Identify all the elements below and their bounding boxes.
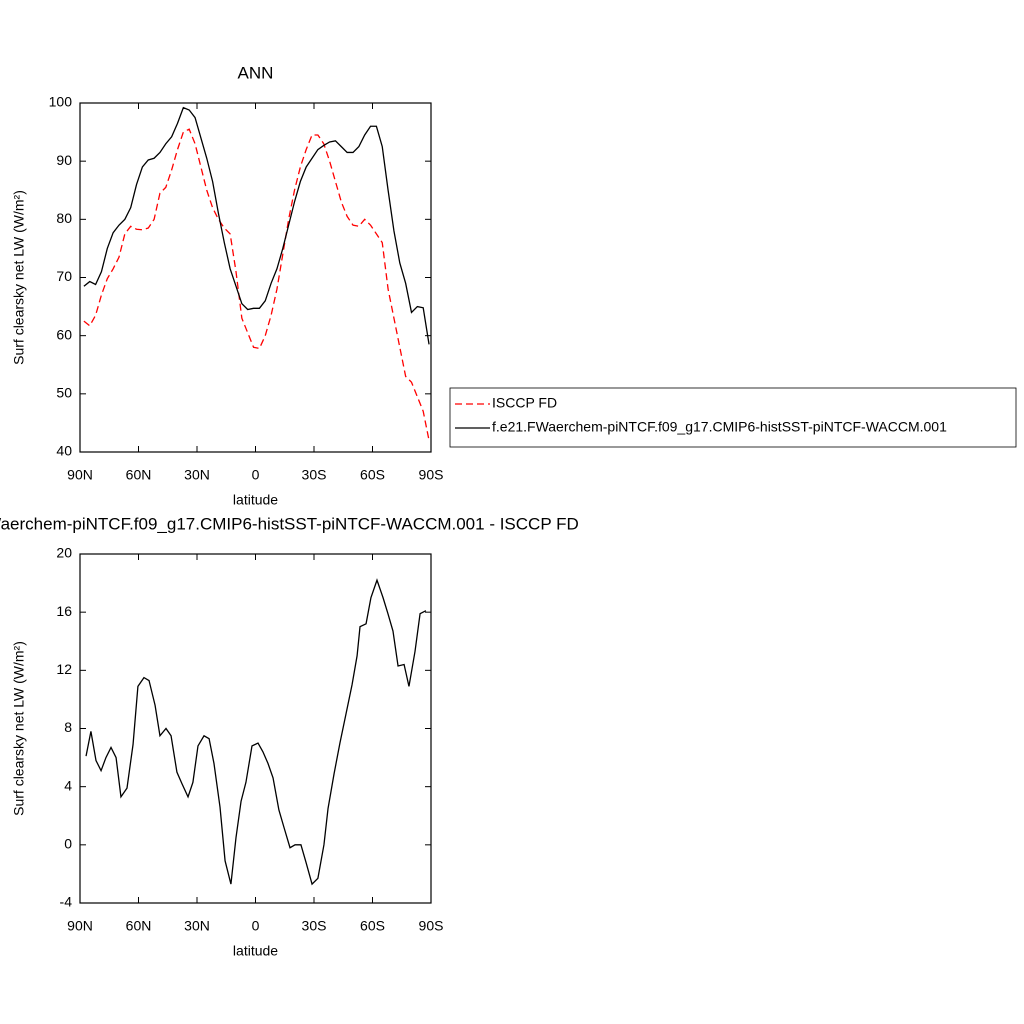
x-tick-label: 60N	[126, 467, 152, 483]
x-tick-label: 30N	[184, 918, 210, 934]
data-line	[83, 128, 430, 441]
data-line	[85, 578, 427, 886]
y-axis-label: Surf clearsky net LW (W/m²)	[11, 641, 27, 816]
data-line	[83, 106, 430, 345]
x-tick-label: 90S	[419, 467, 444, 483]
y-tick-label: 8	[64, 719, 72, 735]
y-tick-label: 40	[56, 443, 72, 459]
y-tick-label: 12	[56, 661, 72, 677]
legend-label: f.e21.FWaerchem-piNTCF.f09_g17.CMIP6-his…	[492, 419, 947, 435]
x-tick-label: 0	[252, 918, 260, 934]
x-tick-label: 30N	[184, 467, 210, 483]
x-tick-label: 90S	[419, 918, 444, 934]
x-tick-label: 30S	[302, 467, 327, 483]
x-tick-label: 60S	[360, 467, 385, 483]
y-tick-label: 100	[49, 94, 73, 110]
x-axis-label: latitude	[233, 492, 278, 508]
y-tick-label: 50	[56, 385, 72, 401]
plot-frame	[79, 553, 432, 904]
y-tick-label: 16	[56, 603, 72, 619]
y-tick-label: 60	[56, 326, 72, 342]
x-tick-label: 90N	[67, 467, 93, 483]
chart-title: f.e21.FWaerchem-piNTCF.f09_g17.CMIP6-his…	[0, 514, 579, 533]
x-tick-label: 60N	[126, 918, 152, 934]
y-tick-label: 70	[56, 268, 72, 284]
chart-title: ANN	[238, 63, 274, 82]
legend-label: ISCCP FD	[492, 395, 557, 411]
x-tick-label: 0	[252, 467, 260, 483]
legend: ISCCP FD f.e21.FWaerchem-piNTCF.f09_g17.C…	[449, 387, 1017, 448]
y-tick-label: 4	[64, 777, 72, 793]
y-axis-label: Surf clearsky net LW (W/m²)	[11, 190, 27, 365]
x-tick-label: 60S	[360, 918, 385, 934]
plot-frame	[79, 102, 432, 453]
y-tick-label: 90	[56, 152, 72, 168]
x-axis-label: latitude	[233, 943, 278, 959]
x-tick-label: 90N	[67, 918, 93, 934]
y-tick-label: 80	[56, 210, 72, 226]
y-tick-label: 20	[56, 545, 72, 561]
x-tick-label: 30S	[302, 918, 327, 934]
y-tick-label: -4	[60, 894, 73, 910]
y-tick-label: 0	[64, 836, 72, 852]
legend-frame	[449, 387, 1017, 448]
